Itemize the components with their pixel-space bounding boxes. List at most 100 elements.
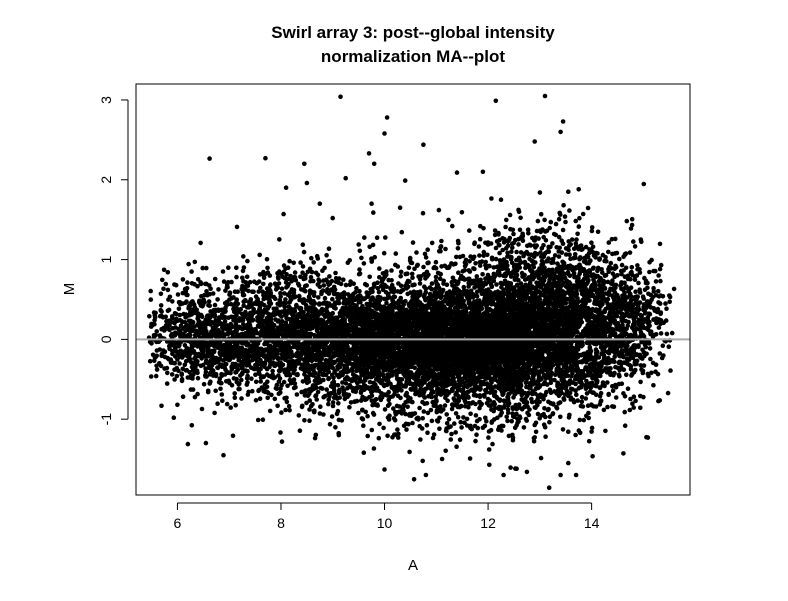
data-point xyxy=(264,366,270,372)
data-point xyxy=(316,295,321,300)
data-point xyxy=(165,308,171,314)
data-point xyxy=(207,381,212,386)
data-point xyxy=(176,300,182,305)
data-point xyxy=(288,366,293,372)
data-point xyxy=(386,277,392,283)
data-point xyxy=(180,366,186,372)
data-point xyxy=(244,375,250,381)
data-point xyxy=(253,398,259,403)
data-point xyxy=(359,255,364,261)
data-point xyxy=(253,362,258,368)
data-point xyxy=(367,274,373,280)
data-point xyxy=(148,297,154,302)
data-point xyxy=(410,275,415,281)
data-point xyxy=(383,352,389,357)
data-point xyxy=(320,318,326,324)
data-point xyxy=(222,353,228,359)
data-point xyxy=(186,306,191,311)
data-point xyxy=(301,249,307,255)
data-point xyxy=(372,281,378,287)
data-point xyxy=(365,433,371,439)
data-point xyxy=(336,401,341,406)
data-point xyxy=(302,372,307,377)
data-point xyxy=(166,357,172,362)
data-point xyxy=(212,331,217,337)
data-point xyxy=(236,386,241,392)
data-point xyxy=(254,330,260,336)
data-point xyxy=(156,339,162,345)
data-point xyxy=(342,363,347,369)
data-point xyxy=(385,403,391,409)
data-point xyxy=(340,369,345,375)
data-point xyxy=(282,291,287,296)
data-point xyxy=(317,366,322,371)
data-point xyxy=(287,333,293,339)
data-point xyxy=(246,319,252,324)
data-point xyxy=(342,396,348,402)
data-point xyxy=(293,385,298,390)
data-point xyxy=(226,357,232,363)
data-point xyxy=(330,329,336,335)
data-point xyxy=(173,318,178,324)
data-point xyxy=(326,345,332,350)
data-point xyxy=(298,307,303,312)
data-point xyxy=(206,352,211,358)
data-point xyxy=(221,452,226,458)
data-point xyxy=(367,360,373,366)
data-point xyxy=(165,318,170,324)
data-point xyxy=(190,300,196,306)
data-point xyxy=(234,297,239,302)
data-point xyxy=(177,342,182,348)
data-point xyxy=(285,383,290,389)
data-point xyxy=(383,235,388,240)
data-point xyxy=(309,349,315,355)
data-point xyxy=(393,251,399,256)
data-point xyxy=(351,375,357,381)
data-point xyxy=(173,282,179,288)
data-point xyxy=(412,365,418,371)
data-point xyxy=(311,293,317,299)
data-point xyxy=(292,321,298,327)
data-point xyxy=(269,320,275,326)
data-point xyxy=(293,316,298,322)
data-point xyxy=(389,282,395,288)
data-point xyxy=(347,357,352,363)
data-point xyxy=(249,376,254,382)
data-point xyxy=(239,311,245,317)
data-point xyxy=(323,352,328,358)
data-point xyxy=(336,300,342,306)
data-point xyxy=(249,313,255,318)
data-point xyxy=(233,322,239,327)
data-point xyxy=(215,297,220,302)
data-point xyxy=(291,377,297,382)
data-point xyxy=(287,299,293,305)
data-point xyxy=(205,389,211,395)
data-point xyxy=(267,408,273,414)
data-point xyxy=(233,365,239,370)
data-point xyxy=(321,377,326,383)
data-point xyxy=(153,373,159,379)
data-point xyxy=(203,360,209,365)
data-point xyxy=(220,398,225,404)
data-point xyxy=(256,310,261,316)
data-point xyxy=(229,279,234,285)
data-point xyxy=(313,393,319,398)
data-point xyxy=(252,279,257,285)
data-point xyxy=(429,240,435,246)
data-point xyxy=(287,373,293,378)
data-point xyxy=(355,294,360,300)
data-point xyxy=(279,439,285,444)
data-point xyxy=(387,295,392,300)
data-point xyxy=(183,300,188,306)
data-point xyxy=(454,444,459,450)
data-point xyxy=(349,366,355,372)
data-point xyxy=(220,269,226,274)
data-point xyxy=(257,396,263,402)
data-point xyxy=(151,310,157,315)
data-point xyxy=(231,306,236,312)
data-point xyxy=(299,404,305,410)
chart-title-line-2: normalization MA--plot xyxy=(321,47,505,66)
data-point xyxy=(282,326,288,332)
data-point xyxy=(264,331,270,337)
data-point xyxy=(200,321,205,326)
